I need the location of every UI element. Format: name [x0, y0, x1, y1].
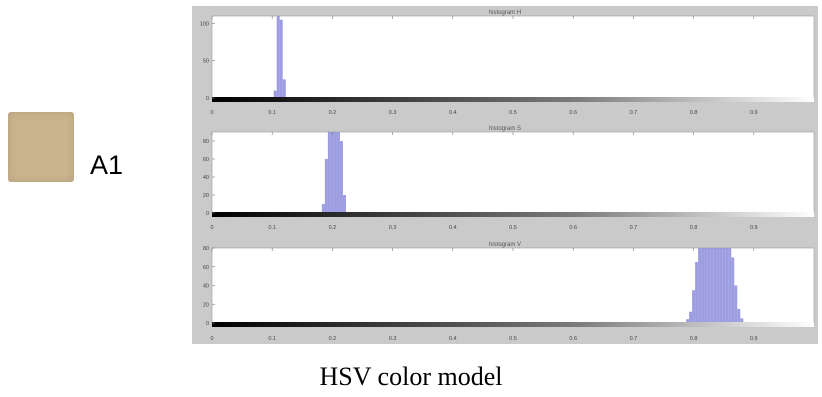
- x-tick-label: 0.5: [509, 336, 517, 342]
- x-tick-label: 0.4: [449, 225, 457, 231]
- x-tick-label: 0.4: [449, 110, 457, 116]
- histogram-bar: [701, 248, 705, 323]
- histogram-bar: [686, 319, 690, 323]
- histogram-panel-0: histogram H 0 50 100 0 0.1 0.2 0.3 0.4 0.5 0.6 0.7 0…: [200, 10, 815, 116]
- value-colorbar: [212, 322, 814, 327]
- y-tick-label: 80: [203, 139, 209, 145]
- histogram-bar: [716, 248, 720, 323]
- x-tick-label: 0: [210, 225, 213, 231]
- y-tick-label: 0: [206, 211, 209, 217]
- x-tick-label: 0.5: [509, 110, 517, 116]
- x-tick-label: 0.9: [750, 225, 758, 231]
- histogram-bar: [692, 290, 696, 323]
- histogram-bar: [689, 311, 693, 323]
- histogram-bar: [279, 19, 283, 98]
- x-tick-label: 0.6: [569, 225, 577, 231]
- x-tick-label: 0.4: [449, 336, 457, 342]
- x-tick-label: 0.3: [389, 336, 397, 342]
- x-tick-label: 0.6: [569, 336, 577, 342]
- x-tick-label: 0.2: [329, 225, 337, 231]
- histogram-bar: [731, 257, 735, 323]
- histogram-bar: [698, 248, 702, 323]
- histogram-bar: [324, 159, 328, 213]
- histogram-bar: [728, 248, 732, 323]
- histogram-bar: [734, 285, 738, 323]
- y-tick-label: 80: [203, 246, 209, 252]
- x-tick-label: 0.3: [389, 110, 397, 116]
- x-tick-label: 0.1: [268, 336, 276, 342]
- plot-area: [211, 15, 815, 99]
- histogram-bar: [722, 248, 726, 323]
- value-colorbar: [212, 212, 814, 217]
- histogram-bar: [330, 132, 334, 213]
- histogram-bar: [707, 248, 711, 323]
- x-tick-label: 0.6: [569, 110, 577, 116]
- y-tick-label: 0: [206, 96, 209, 102]
- histogram-bar: [713, 248, 717, 323]
- x-tick-label: 0.2: [329, 110, 337, 116]
- histogram-bar: [276, 16, 280, 98]
- histogram-title: histogram V: [489, 242, 521, 248]
- x-tick-label: 0.2: [329, 336, 337, 342]
- x-tick-label: 0.8: [690, 110, 698, 116]
- histogram-bar: [342, 195, 346, 213]
- y-tick-label: 100: [200, 21, 209, 27]
- histogram-bar: [725, 248, 729, 323]
- histogram-figure: histogram H 0 50 100 0 0.1 0.2 0.3 0.4 0.5 0.6 0.7 0…: [192, 6, 818, 344]
- x-tick-label: 0: [210, 110, 213, 116]
- figure-caption: HSV color model: [319, 362, 503, 391]
- histogram-panel-2: histogram V 0 20 40 60 80 0 0.1 0.2 0.3 0.4 0.5 0.6 0…: [203, 242, 815, 342]
- y-tick-label: 40: [203, 284, 209, 290]
- y-tick-label: 50: [203, 59, 209, 65]
- histogram-bar: [704, 248, 708, 323]
- histogram-bar: [327, 132, 331, 213]
- x-tick-label: 0.7: [630, 110, 638, 116]
- histogram-bar: [333, 132, 337, 213]
- x-tick-label: 0: [210, 336, 213, 342]
- histogram-bar: [336, 132, 340, 213]
- x-tick-label: 0.1: [268, 225, 276, 231]
- histogram-bar: [339, 141, 343, 213]
- x-tick-label: 0.7: [630, 336, 638, 342]
- y-tick-label: 20: [203, 193, 209, 199]
- histogram-title: histogram S: [489, 126, 521, 132]
- y-tick-label: 40: [203, 175, 209, 181]
- x-tick-label: 0.3: [389, 225, 397, 231]
- x-tick-label: 0.9: [750, 336, 758, 342]
- histogram-charts: histogram H 0 50 100 0 0.1 0.2 0.3 0.4 0.5 0.6 0.7 0…: [200, 10, 815, 342]
- histogram-bar: [737, 308, 741, 323]
- x-tick-label: 0.8: [690, 336, 698, 342]
- x-tick-label: 0.1: [268, 110, 276, 116]
- histogram-panel-1: histogram S 0 20 40 60 80 0 0.1 0.2 0.3 0.4 0.5 0.6 0…: [203, 126, 815, 231]
- y-tick-label: 60: [203, 157, 209, 163]
- y-tick-label: 0: [206, 321, 209, 327]
- histogram-bar: [695, 262, 699, 323]
- histogram-bar: [710, 248, 714, 323]
- value-colorbar: [212, 97, 814, 102]
- histogram-bar: [321, 204, 325, 213]
- sample-swatch: [8, 112, 74, 182]
- x-tick-label: 0.5: [509, 225, 517, 231]
- x-tick-label: 0.9: [750, 110, 758, 116]
- histogram-bar: [740, 318, 744, 323]
- histogram-bar: [719, 248, 723, 323]
- y-tick-label: 20: [203, 302, 209, 308]
- histogram-bar: [273, 90, 277, 98]
- histogram-title: histogram H: [489, 10, 521, 16]
- y-tick-label: 60: [203, 265, 209, 271]
- sample-label: A1: [90, 150, 124, 180]
- histogram-bar: [282, 79, 286, 98]
- x-tick-label: 0.7: [630, 225, 638, 231]
- x-tick-label: 0.8: [690, 225, 698, 231]
- plot-area: [211, 131, 815, 214]
